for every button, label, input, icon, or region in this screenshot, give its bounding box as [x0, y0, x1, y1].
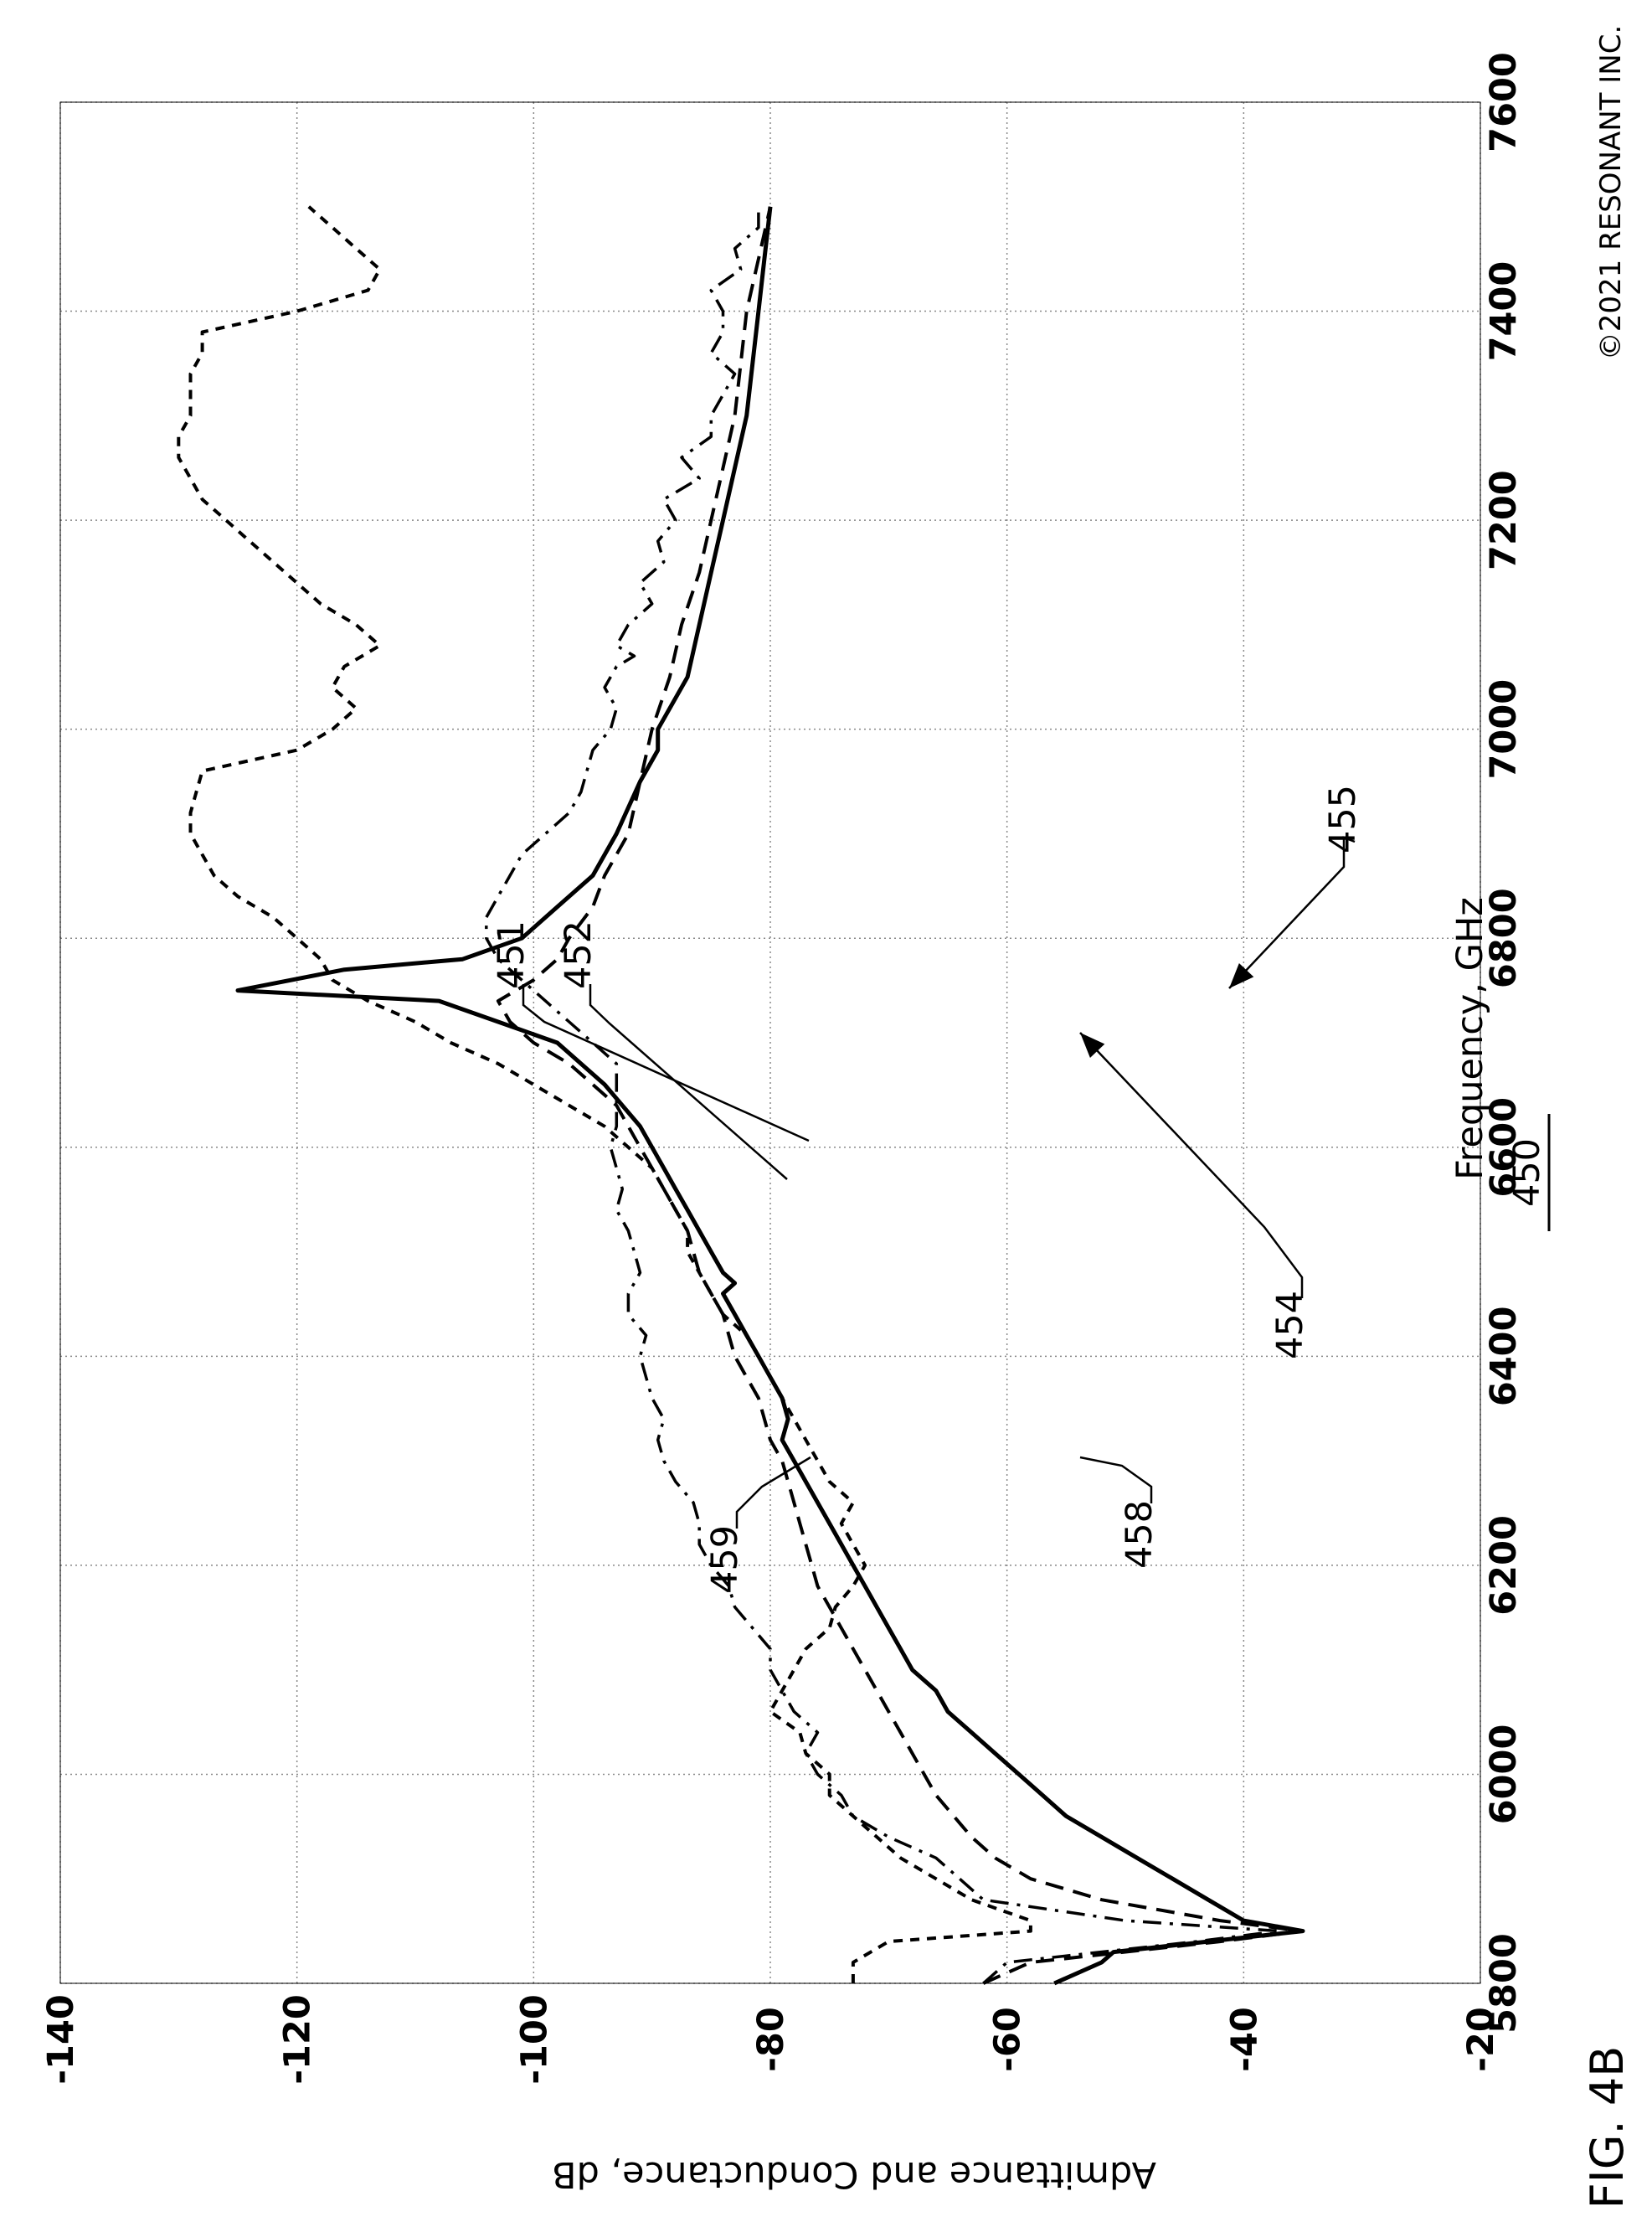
series-line-458 — [485, 206, 1281, 1985]
plot-frame — [59, 101, 1481, 1984]
db-tick-label: -40 — [1223, 2007, 1265, 2072]
ref-label-455: 455 — [1322, 785, 1364, 853]
db-tick-label: -100 — [513, 1994, 555, 2085]
gridlines — [59, 101, 1481, 1984]
figure-label: FIG. 4B — [1581, 2046, 1634, 2209]
db-tick-label: -60 — [987, 2007, 1029, 2072]
ref-label-454: 454 — [1269, 1291, 1311, 1359]
leader-454-arrowhead — [1080, 1033, 1105, 1059]
leader-454 — [1079, 1032, 1304, 1298]
series-layer — [177, 205, 1305, 1986]
figure-number: 450 — [1506, 1138, 1548, 1207]
y-axis-title: Admittance and Conductance, dB — [552, 2153, 1156, 2195]
ref-label-452: 452 — [558, 920, 600, 989]
leader-458 — [1079, 1456, 1153, 1503]
frequency-tick-label: 6800 — [1483, 888, 1525, 988]
frequency-tick-label: 5800 — [1483, 1933, 1525, 2034]
chart-plot: 5800 6000 6200 6400 6600 6800 7000 7200 7400 7600… — [40, 52, 1525, 2085]
series-line-451 — [235, 206, 1305, 1986]
ref-label-459: 459 — [704, 1525, 746, 1594]
db-tick-label: -120 — [277, 1994, 319, 2085]
db-tick-labels: -140 -120 -100 -80 -60 -40 -20 — [40, 1994, 1502, 2085]
leader-451 — [522, 984, 810, 1142]
db-tick-label: -20 — [1460, 2007, 1502, 2072]
frequency-tick-label: 7600 — [1483, 52, 1525, 152]
series-line-452 — [496, 206, 1305, 1985]
frequency-tick-label: 6400 — [1483, 1306, 1525, 1406]
series-line-459 — [177, 205, 1032, 1983]
frequency-tick-label: 7000 — [1483, 679, 1525, 780]
ref-label-458: 458 — [1119, 1500, 1161, 1569]
frequency-tick-label: 6200 — [1483, 1515, 1525, 1616]
leader-452 — [589, 984, 788, 1180]
frequency-tick-label: 6600 — [1483, 1097, 1525, 1198]
db-tick-label: -140 — [40, 1994, 82, 2085]
frequency-tick-label: 6000 — [1483, 1725, 1525, 1825]
leader-455-arrowhead — [1229, 962, 1254, 988]
reference-leaders — [522, 836, 1356, 1529]
copyright-notice: ©2021 RESONANT INC. — [1594, 25, 1628, 361]
x-axis-title: Frequency, GHz — [1449, 897, 1491, 1180]
leader-459 — [735, 1456, 811, 1529]
ref-label-451: 451 — [491, 920, 533, 989]
frequency-tick-labels: 5800 6000 6200 6400 6600 6800 7000 7200 7400 7600 — [1483, 52, 1525, 2034]
frequency-tick-label: 7200 — [1483, 470, 1525, 570]
db-tick-label: -80 — [750, 2007, 792, 2072]
leader-455 — [1228, 836, 1356, 989]
frequency-tick-label: 7400 — [1483, 261, 1525, 362]
